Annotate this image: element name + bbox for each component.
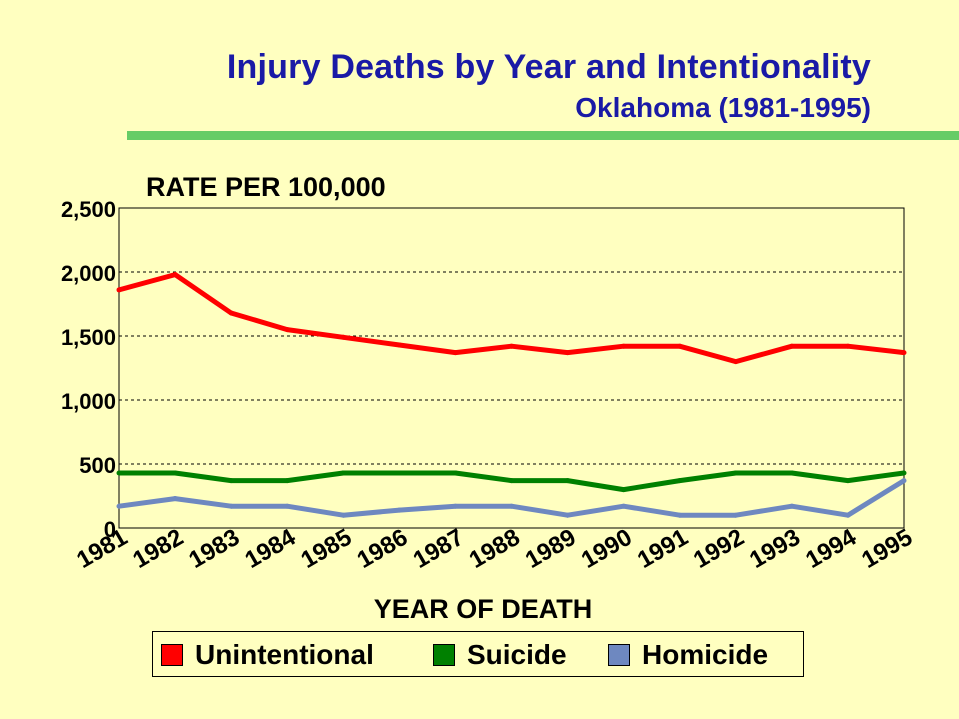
data-point-unintentional bbox=[396, 342, 402, 348]
data-point-suicide bbox=[228, 478, 234, 484]
series-layer bbox=[116, 272, 907, 518]
data-point-suicide bbox=[789, 470, 795, 476]
legend-swatch-homicide bbox=[608, 644, 630, 666]
data-point-unintentional bbox=[172, 272, 178, 278]
chart-subtitle: Oklahoma (1981-1995) bbox=[575, 92, 871, 123]
x-tick-label: 1984 bbox=[240, 523, 300, 573]
x-tick-label: 1991 bbox=[633, 524, 693, 574]
data-point-unintentional bbox=[677, 343, 683, 349]
legend-label-unintentional: Unintentional bbox=[195, 639, 374, 670]
data-point-homicide bbox=[284, 503, 290, 509]
data-point-homicide bbox=[340, 512, 346, 518]
x-tick-label: 1994 bbox=[801, 523, 861, 573]
y-tick-label: 1,500 bbox=[61, 325, 116, 350]
x-tick-label: 1989 bbox=[521, 524, 581, 574]
data-point-suicide bbox=[340, 470, 346, 476]
data-point-suicide bbox=[284, 478, 290, 484]
x-tick-label: 1986 bbox=[353, 524, 413, 574]
y-tick-label: 0 bbox=[104, 517, 116, 542]
data-point-unintentional bbox=[789, 343, 795, 349]
x-tick-label: 1981 bbox=[72, 524, 132, 574]
data-point-unintentional bbox=[509, 343, 514, 349]
data-point-unintentional bbox=[452, 350, 458, 356]
data-point-homicide bbox=[845, 512, 851, 518]
data-point-unintentional bbox=[621, 343, 627, 349]
x-tick-label: 1982 bbox=[128, 524, 188, 574]
data-point-suicide bbox=[565, 478, 571, 484]
x-tick-label: 1993 bbox=[745, 524, 805, 574]
legend-swatch-unintentional bbox=[161, 644, 183, 666]
data-point-homicide bbox=[172, 496, 178, 502]
data-point-suicide bbox=[845, 478, 851, 484]
data-point-suicide bbox=[172, 470, 178, 476]
x-tick-label: 1990 bbox=[577, 524, 637, 574]
data-point-homicide bbox=[621, 503, 627, 509]
data-point-homicide bbox=[789, 503, 795, 509]
x-tick-label: 1992 bbox=[689, 524, 749, 574]
data-point-homicide bbox=[452, 503, 458, 509]
y-axis-label: RATE PER 100,000 bbox=[146, 172, 386, 202]
chart-title: Injury Deaths by Year and Intentionality bbox=[226, 48, 871, 86]
data-point-unintentional bbox=[733, 359, 739, 365]
legend-label-suicide: Suicide bbox=[467, 639, 567, 670]
title-divider bbox=[127, 131, 959, 140]
data-point-suicide bbox=[733, 470, 739, 476]
data-point-unintentional bbox=[116, 287, 122, 293]
data-point-unintentional bbox=[565, 350, 571, 356]
grid-layer bbox=[119, 271, 904, 465]
x-tick-label: 1985 bbox=[297, 524, 357, 574]
data-point-unintentional bbox=[284, 327, 290, 333]
x-tick-label: 1983 bbox=[184, 524, 244, 574]
y-tick-label: 500 bbox=[79, 453, 116, 478]
x-tick-label: 1995 bbox=[857, 524, 917, 574]
legend-item-homicide: Homicide bbox=[608, 639, 769, 670]
legend-item-suicide: Suicide bbox=[433, 639, 567, 670]
data-point-homicide bbox=[677, 512, 683, 518]
data-point-unintentional bbox=[228, 310, 234, 316]
x-tick-label: 1988 bbox=[465, 524, 525, 574]
y-tick-label: 2,500 bbox=[61, 197, 116, 222]
y-tick-label: 2,000 bbox=[61, 261, 116, 286]
y-tick-label: 1,000 bbox=[61, 389, 116, 414]
data-point-homicide bbox=[116, 503, 122, 509]
legend-label-homicide: Homicide bbox=[642, 639, 769, 670]
data-point-suicide bbox=[116, 470, 122, 476]
x-tick-label: 1987 bbox=[409, 524, 469, 574]
legend: Unintentional Suicide Homicide bbox=[152, 631, 804, 677]
x-axis-label: YEAR OF DEATH bbox=[374, 594, 593, 624]
data-point-suicide bbox=[901, 470, 907, 476]
x-axis-ticks: 1981198219831984198519861987198819891990… bbox=[72, 523, 917, 573]
data-point-homicide bbox=[733, 512, 739, 518]
data-point-suicide bbox=[452, 470, 458, 476]
data-point-suicide bbox=[509, 478, 514, 484]
data-point-homicide bbox=[228, 503, 234, 509]
data-point-homicide bbox=[565, 512, 571, 518]
legend-item-unintentional: Unintentional bbox=[161, 639, 374, 670]
data-point-suicide bbox=[396, 470, 402, 476]
data-point-homicide bbox=[901, 478, 907, 484]
data-point-homicide bbox=[509, 503, 514, 509]
legend-swatch-suicide bbox=[433, 644, 455, 666]
series-line-homicide bbox=[118, 478, 906, 518]
data-point-unintentional bbox=[340, 334, 346, 340]
plot-frame bbox=[118, 207, 905, 529]
data-point-homicide bbox=[396, 507, 402, 513]
y-axis-ticks: 0 500 1,000 1,500 2,000 2,500 bbox=[61, 197, 116, 542]
data-point-suicide bbox=[621, 487, 627, 493]
data-point-unintentional bbox=[845, 343, 851, 349]
data-point-suicide bbox=[677, 478, 683, 484]
data-point-unintentional bbox=[901, 350, 907, 356]
